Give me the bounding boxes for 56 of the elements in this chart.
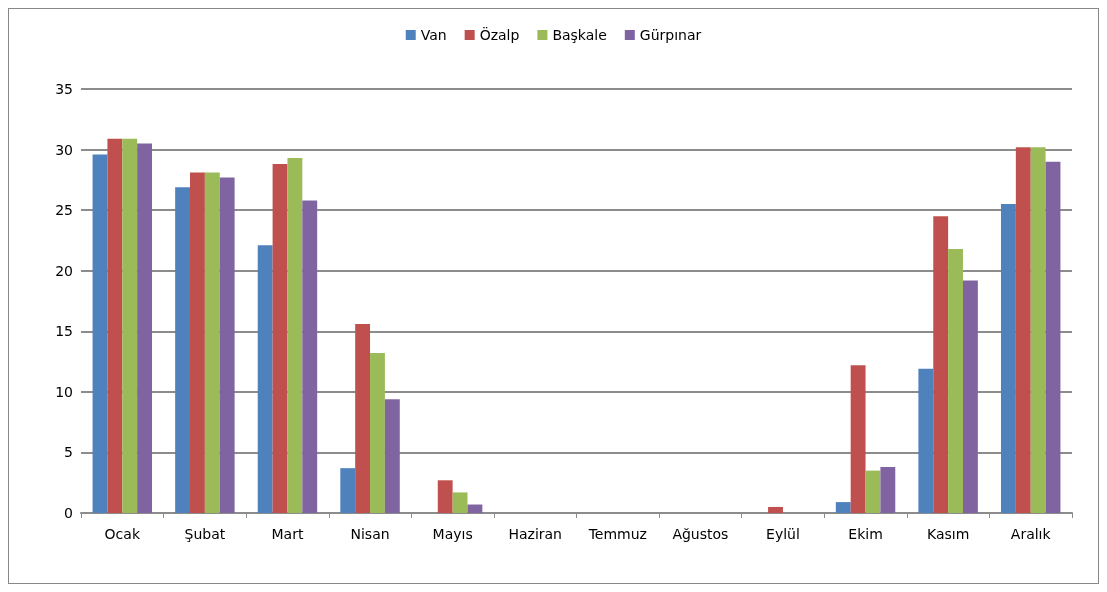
y-tick-label: 0 bbox=[64, 505, 73, 521]
y-tick-label: 5 bbox=[64, 444, 73, 461]
y-tick-label: 35 bbox=[55, 81, 73, 97]
bar bbox=[467, 504, 483, 513]
bar bbox=[1000, 204, 1016, 513]
bar bbox=[302, 200, 318, 513]
x-tick-label: Kasım bbox=[926, 526, 970, 542]
legend-label: Başkale bbox=[552, 27, 607, 43]
legend-label: Özalp bbox=[479, 26, 520, 43]
y-tick-label: 15 bbox=[55, 323, 73, 340]
legend-label: Gürpınar bbox=[639, 27, 702, 43]
bar bbox=[850, 365, 866, 513]
x-tick-label: Haziran bbox=[508, 526, 562, 542]
x-tick-label: Ekim bbox=[848, 526, 883, 542]
x-tick-label: Ocak bbox=[104, 526, 141, 542]
bar bbox=[452, 492, 468, 513]
bar bbox=[355, 324, 371, 513]
x-tick-label: Aralık bbox=[1010, 526, 1052, 542]
bar bbox=[370, 353, 385, 513]
x-tick-label: Şubat bbox=[184, 526, 226, 542]
x-tick-label: Ağustos bbox=[672, 526, 729, 542]
y-tick-label: 10 bbox=[55, 383, 73, 400]
bar bbox=[204, 172, 220, 513]
bar bbox=[92, 154, 108, 513]
bar bbox=[122, 138, 138, 513]
bar bbox=[1015, 147, 1031, 513]
bar bbox=[1045, 161, 1061, 513]
bar bbox=[865, 470, 881, 513]
bar bbox=[219, 177, 235, 513]
bar bbox=[137, 143, 153, 513]
bar bbox=[1030, 147, 1046, 513]
bar bbox=[880, 466, 896, 513]
bar bbox=[962, 280, 978, 513]
bar bbox=[948, 248, 963, 513]
bar bbox=[437, 480, 453, 513]
bar bbox=[257, 245, 273, 513]
legend-label: Van bbox=[420, 27, 447, 43]
x-tick-label: Nisan bbox=[350, 526, 390, 542]
y-tick-label: 30 bbox=[55, 141, 73, 158]
y-tick-label: 25 bbox=[55, 202, 73, 219]
bar bbox=[384, 399, 400, 513]
bar bbox=[107, 138, 123, 513]
bar bbox=[175, 187, 191, 513]
bar bbox=[768, 506, 783, 513]
bar bbox=[340, 468, 356, 513]
bar bbox=[918, 368, 934, 513]
x-tick-label: Mayıs bbox=[432, 526, 473, 542]
x-tick-label: Temmuz bbox=[587, 526, 647, 542]
x-tick-label: Mart bbox=[271, 526, 304, 542]
bar bbox=[835, 502, 851, 513]
y-tick-label: 20 bbox=[55, 262, 73, 279]
x-tick-label: Eylül bbox=[766, 526, 800, 542]
bar bbox=[190, 172, 205, 513]
bar bbox=[272, 164, 288, 513]
bar bbox=[933, 216, 949, 513]
bar bbox=[287, 158, 303, 513]
